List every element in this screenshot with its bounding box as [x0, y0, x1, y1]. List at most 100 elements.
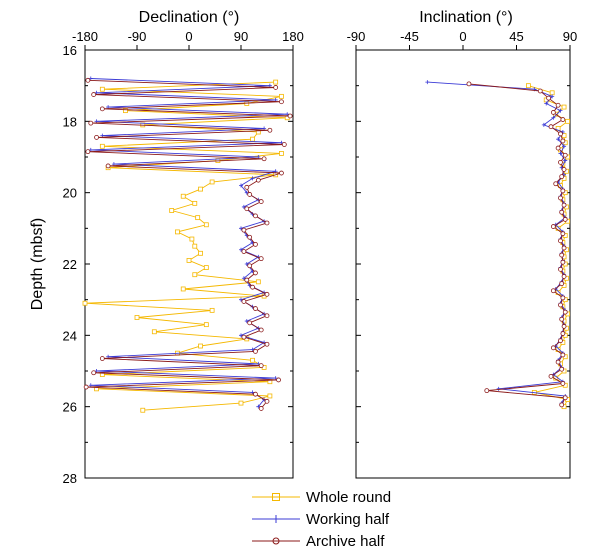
- declination-point-whole-round: [198, 343, 203, 349]
- inclination-point-working-half: [544, 101, 549, 106]
- declination-point-whole-round: [151, 329, 157, 335]
- legend-label-whole-round: Whole round: [306, 489, 391, 506]
- declination-point-archive-half: [99, 106, 105, 112]
- declination-point-whole-round: [209, 179, 215, 185]
- inclination-point-working-half: [558, 108, 563, 113]
- declination-point-whole-round: [140, 407, 146, 413]
- inclination-series-line-archive-half: [468, 83, 566, 406]
- declination-point-whole-round: [203, 265, 209, 270]
- inclination-point-archive-half: [558, 195, 563, 201]
- declination-point-whole-round: [267, 393, 273, 399]
- inclination-point-archive-half: [560, 381, 566, 386]
- inclination-point-archive-half: [559, 316, 565, 322]
- declination-point-working-half: [250, 176, 255, 181]
- declination-x-tick-label: 90: [234, 29, 248, 44]
- declination-axis-title: Declination (°): [139, 9, 240, 26]
- declination-point-archive-half: [241, 249, 247, 254]
- declination-y-tick-label: 24: [63, 328, 77, 343]
- inclination-point-archive-half: [558, 238, 563, 244]
- declination-point-archive-half: [241, 227, 247, 233]
- declination-point-archive-half: [244, 206, 250, 212]
- inclination-point-archive-half: [548, 124, 554, 130]
- inclination-point-archive-half: [562, 152, 568, 158]
- inclination-x-tick-label: 45: [509, 29, 523, 44]
- declination-point-whole-round: [273, 79, 279, 85]
- declination-point-archive-half: [253, 306, 258, 311]
- declination-y-ticks: 16 18 20 22 24 26 28: [63, 43, 293, 486]
- declination-point-archive-half: [253, 270, 258, 276]
- declination-point-working-half: [239, 183, 243, 188]
- inclination-point-archive-half: [555, 145, 561, 151]
- inclination-point-archive-half: [484, 388, 490, 394]
- inclination-point-archive-half: [558, 338, 563, 344]
- inclination-point-archive-half: [558, 159, 563, 165]
- declination-point-archive-half: [99, 356, 105, 361]
- inclination-point-working-half: [551, 115, 556, 120]
- inclination-point-archive-half: [562, 309, 568, 315]
- inclination-point-archive-half: [558, 131, 563, 137]
- inclination-point-working-half: [541, 122, 546, 127]
- legend-marker-whole-round: [272, 493, 280, 501]
- declination-y-tick-label: 16: [63, 43, 77, 58]
- declination-point-archive-half: [264, 291, 270, 297]
- declination-point-whole-round: [209, 307, 215, 313]
- declination-point-archive-half: [83, 384, 89, 390]
- inclination-point-whole-round: [561, 104, 567, 110]
- declination-point-archive-half: [247, 320, 253, 326]
- inclination-point-archive-half: [560, 295, 566, 301]
- declination-point-whole-round: [279, 93, 284, 99]
- declination-point-archive-half: [88, 120, 94, 126]
- declination-point-archive-half: [276, 377, 281, 383]
- declination-point-whole-round: [99, 143, 105, 149]
- declination-point-archive-half: [253, 348, 258, 354]
- inclination-point-whole-round: [525, 83, 531, 89]
- inclination-point-archive-half: [560, 231, 566, 237]
- inclination-x-tick-label: 0: [459, 29, 466, 44]
- legend: Whole round Working half Archive half: [252, 489, 391, 550]
- inclination-point-archive-half: [560, 259, 566, 265]
- inclination-point-archive-half: [560, 138, 566, 144]
- declination-x-tick-label: -90: [128, 29, 147, 44]
- declination-point-archive-half: [281, 142, 287, 147]
- declination-point-archive-half: [244, 277, 250, 283]
- inclination-point-archive-half: [537, 88, 543, 94]
- inclination-point-archive-half: [559, 281, 565, 287]
- inclination-point-archive-half: [559, 209, 565, 215]
- inclination-point-working-half: [556, 137, 561, 142]
- declination-point-whole-round: [192, 272, 198, 278]
- declination-point-archive-half: [279, 170, 284, 176]
- inclination-point-working-half: [425, 80, 430, 85]
- declination-point-whole-round: [123, 108, 128, 114]
- declination-point-archive-half: [91, 370, 97, 376]
- declination-panel: Declination (°) -180 -90 0 90 180 16 18 20 22 24…: [29, 9, 304, 486]
- declination-y-tick-label: 20: [63, 186, 77, 201]
- declination-point-archive-half: [258, 256, 264, 262]
- inclination-point-archive-half: [559, 366, 565, 372]
- declination-point-archive-half: [91, 92, 97, 97]
- declination-x-tick-label: -180: [72, 29, 98, 44]
- declination-point-archive-half: [258, 327, 264, 333]
- inclination-point-archive-half: [561, 324, 567, 329]
- inclination-x-tick-label: 90: [563, 29, 577, 44]
- inclination-point-working-half: [558, 151, 563, 156]
- declination-point-whole-round: [82, 300, 88, 306]
- declination-point-archive-half: [94, 134, 99, 140]
- declination-point-archive-half: [85, 77, 91, 83]
- inclination-point-archive-half: [559, 252, 565, 258]
- inclination-point-archive-half: [562, 395, 568, 401]
- declination-point-whole-round: [250, 136, 255, 142]
- declination-point-archive-half: [258, 406, 264, 411]
- inclination-point-archive-half: [548, 373, 554, 379]
- declination-point-archive-half: [105, 163, 111, 169]
- inclination-point-archive-half: [550, 224, 556, 229]
- depth-axis-title: Depth (mbsf): [29, 218, 46, 310]
- declination-point-archive-half: [264, 398, 270, 404]
- inclination-point-archive-half: [561, 245, 567, 251]
- declination-x-ticks: -180 -90 0 90 180: [72, 29, 304, 50]
- declination-point-whole-round: [180, 193, 186, 199]
- declination-point-whole-round: [255, 279, 261, 285]
- declination-point-archive-half: [241, 299, 247, 304]
- declination-point-whole-round: [238, 400, 244, 406]
- inclination-point-working-half: [562, 144, 567, 149]
- declination-point-archive-half: [261, 156, 267, 162]
